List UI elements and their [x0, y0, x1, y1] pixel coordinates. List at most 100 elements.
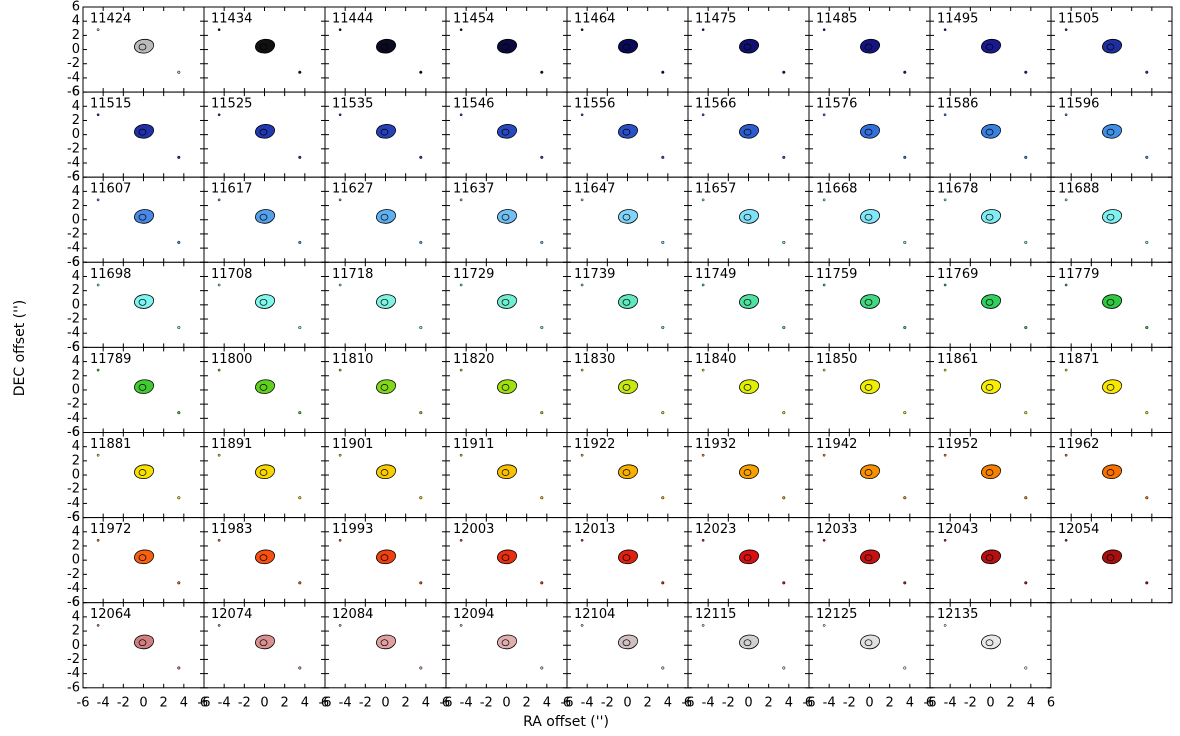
contour-inner [380, 384, 389, 391]
contour-dot [338, 368, 342, 372]
contour-dot [661, 666, 665, 670]
panel: 11535 [324, 91, 447, 178]
panel-label: 12074 [211, 607, 252, 622]
y-tick-label: -6 [67, 510, 80, 525]
x-tick-label: 2 [886, 695, 894, 710]
contour-dot [419, 325, 423, 330]
panel-label: 11627 [332, 182, 373, 197]
contour-dot [419, 666, 423, 670]
panel-label: 12125 [816, 607, 857, 622]
panel-label: 11475 [695, 12, 736, 27]
contour-dot [540, 666, 544, 670]
panel-label: 11952 [937, 437, 978, 452]
y-tick-label: -4 [67, 156, 80, 171]
contour-inner [985, 469, 994, 476]
x-tick-label: -2 [601, 695, 614, 710]
contour-dot [1064, 283, 1068, 287]
y-tick-label: -4 [67, 666, 80, 681]
panel: 11850 [808, 346, 931, 433]
contour-dot [96, 28, 100, 32]
panel: 11678 [929, 176, 1052, 263]
x-tick-label: 0 [502, 695, 510, 710]
contour-dot [1064, 113, 1068, 117]
contour-inner [138, 554, 147, 561]
contour-dot [701, 283, 705, 287]
x-tick-label: -6 [682, 695, 695, 710]
contour-blob [739, 549, 760, 565]
x-tick-label: 4 [301, 695, 309, 710]
contour-dot [822, 113, 826, 117]
x-tick-label: 4 [543, 695, 551, 710]
contour-dot [338, 624, 342, 627]
x-tick-label: -4 [581, 695, 594, 710]
panel-label: 11668 [816, 182, 857, 197]
contour-dot [1064, 453, 1068, 457]
contour-blob [376, 209, 397, 224]
contour-dot [96, 198, 100, 202]
contour-inner [380, 298, 389, 306]
x-tick-label: 2 [402, 695, 410, 710]
panel-label: 11820 [453, 352, 494, 367]
contour-dot [419, 70, 423, 74]
contour-dot [782, 240, 786, 244]
panel-label: 11800 [211, 352, 252, 367]
contour-dot [661, 496, 665, 500]
contour-blob [497, 38, 518, 54]
contour-blob [497, 209, 518, 224]
contour-inner [743, 128, 752, 136]
contour-dot [782, 666, 786, 670]
contour-dot [96, 368, 100, 372]
panel-label: 11881 [90, 437, 131, 452]
panel-label: 11769 [937, 267, 978, 282]
panel-label: 11983 [211, 522, 252, 537]
contour-blob [497, 634, 518, 650]
contour-inner [501, 384, 510, 391]
y-tick-label: 4 [72, 439, 80, 454]
panel-label: 11759 [816, 267, 857, 282]
contour-inner [1106, 213, 1115, 221]
panel-label: 11779 [1058, 267, 1099, 282]
contour-blob [497, 294, 518, 309]
panel-label: 11708 [211, 267, 252, 282]
contour-inner [501, 554, 510, 561]
x-tick-label: 6 [200, 695, 208, 710]
contour-dot [1145, 70, 1149, 74]
y-tick-label: 0 [72, 297, 80, 312]
panel-label: 11830 [574, 352, 615, 367]
panel: 12094-6 -4 -2 0 2 4 6 [440, 602, 571, 710]
contour-blob [739, 294, 760, 309]
panel-label: 11485 [816, 12, 857, 27]
contour-inner [985, 554, 994, 561]
y-tick-label: 6 [72, 425, 80, 440]
contour-inner [138, 43, 147, 51]
contour-blob [376, 379, 397, 394]
panel-label: 11718 [332, 267, 373, 282]
contour-dot [217, 198, 221, 202]
panel-label: 11495 [937, 12, 978, 27]
contour-blob [618, 549, 639, 565]
contour-inner [501, 128, 510, 136]
contour-dot [217, 453, 221, 457]
contour-blob [739, 379, 760, 394]
y-tick-label: 0 [72, 127, 80, 142]
x-tick-label: 4 [180, 695, 188, 710]
panel: 11444 [324, 6, 447, 93]
contour-inner [259, 128, 268, 136]
contour-dot [459, 368, 463, 372]
panel: 11495 [929, 6, 1052, 93]
contour-dot [177, 155, 181, 159]
panel: 12125-6 -4 -2 0 2 4 6 [803, 602, 934, 710]
contour-dot [903, 325, 907, 330]
contour-dot [1145, 155, 1149, 159]
panel-label: 11678 [937, 182, 978, 197]
x-tick-label: -6 [319, 695, 332, 710]
contour-dot [1024, 240, 1028, 244]
contour-dot [96, 113, 100, 117]
y-tick-label: 4 [72, 269, 80, 284]
x-tick-label: -2 [117, 695, 130, 710]
contour-dot [580, 624, 584, 627]
x-tick-label: 6 [926, 695, 934, 710]
contour-inner [985, 43, 994, 51]
y-tick-label: 6 [72, 255, 80, 270]
y-tick-label: -4 [67, 411, 80, 426]
